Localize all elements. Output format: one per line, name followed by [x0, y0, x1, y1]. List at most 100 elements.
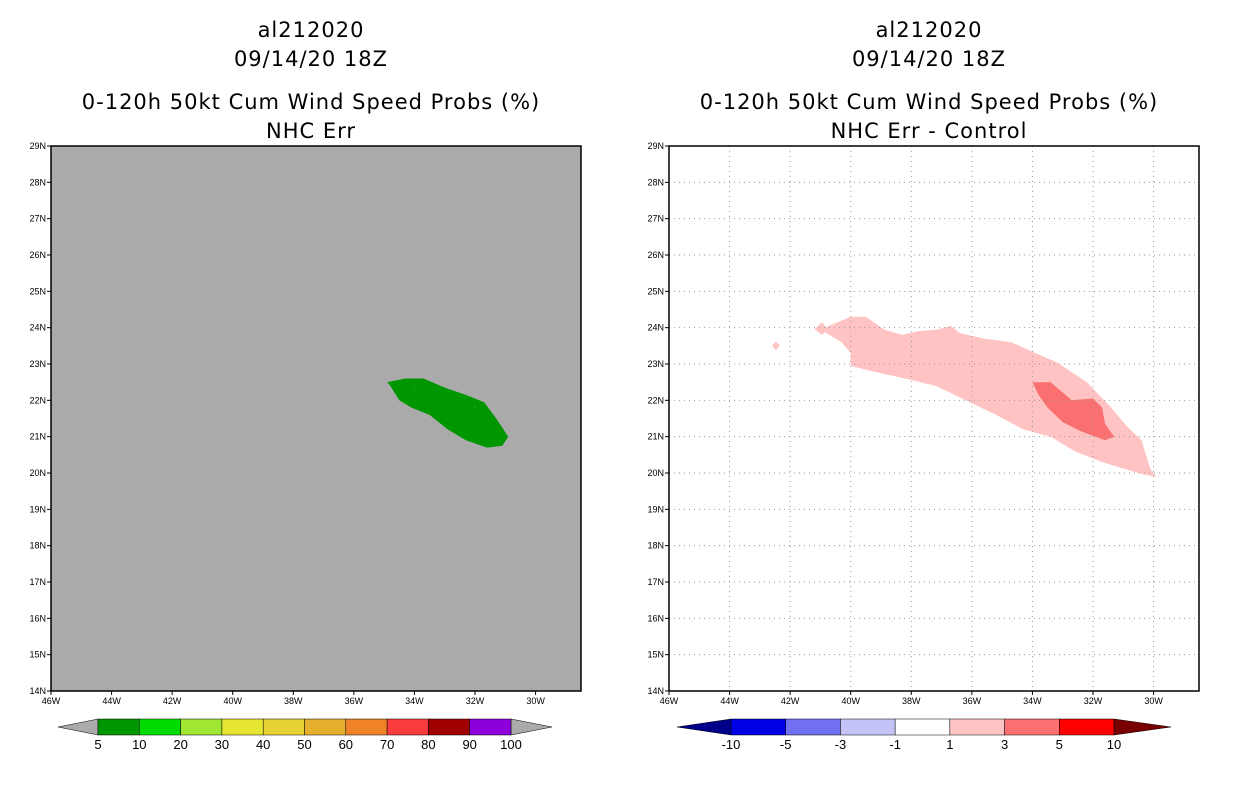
right-y-tick-label: 28N [647, 177, 664, 187]
right-colorbar-label: -3 [835, 737, 847, 752]
left-y-tick-label: 21N [29, 432, 46, 442]
right-y-tick-label: 16N [647, 613, 664, 623]
right-y-tick-label: 15N [647, 650, 664, 660]
left-colorbar-label: 20 [173, 737, 187, 752]
right-y-tick-label: 14N [647, 686, 664, 696]
right-y-tick-label: 20N [647, 468, 664, 478]
left-colorbar-swatch-9 [469, 718, 512, 736]
right-x-tick-label: 46W [660, 696, 679, 706]
right-plot-frame [668, 145, 1200, 692]
right-title-line-4: NHC Err - Control [830, 119, 1028, 143]
right-colorbar-label: 10 [1107, 737, 1121, 752]
left-y-tick-label: 16N [29, 613, 46, 623]
left-title-line-1: al212020 [257, 18, 365, 42]
right-colorbar-over-arrow [1113, 718, 1172, 736]
left-colorbar-label: 5 [94, 737, 101, 752]
right-x-tick-label: 36W [963, 696, 982, 706]
right-y-tick-label: 29N [647, 141, 664, 151]
left-plot-frame [50, 145, 582, 692]
right-y-tick-label: 27N [647, 214, 664, 224]
left-y-tick-label: 17N [29, 577, 46, 587]
right-x-tick-label: 34W [1023, 696, 1042, 706]
left-colorbar-label: 10 [132, 737, 146, 752]
right-y-tick-label: 25N [647, 286, 664, 296]
right-y-tick-label: 17N [647, 577, 664, 587]
left-y-tick-label: 25N [29, 286, 46, 296]
left-x-tick-label: 32W [466, 696, 485, 706]
left-title-line-4: NHC Err [265, 119, 356, 143]
left-x-tick-label: 30W [526, 696, 545, 706]
left-plot-background [51, 146, 581, 691]
left-x-tick-label: 46W [42, 696, 61, 706]
left-colorbar-label: 40 [256, 737, 270, 752]
right-title-line-3: 0-120h 50kt Cum Wind Speed Probs (%) [699, 90, 1159, 114]
left-x-tick-label: 36W [345, 696, 364, 706]
right-colorbar-swatch-3 [894, 718, 951, 736]
right-colorbar-label: 5 [1056, 737, 1063, 752]
left-x-tick-label: 34W [405, 696, 424, 706]
left-x-tick-label: 40W [223, 696, 242, 706]
right-colorbar-label: -5 [780, 737, 792, 752]
right-colorbar-label: -10 [722, 737, 741, 752]
right-colorbar-swatch-4 [949, 718, 1005, 736]
left-colorbar-label: 70 [380, 737, 394, 752]
right-colorbar-swatch-0 [730, 718, 786, 736]
left-y-tick-label: 18N [29, 541, 46, 551]
left-colorbar-under-arrow [57, 718, 99, 736]
left-colorbar-label: 60 [339, 737, 353, 752]
right-y-tick-label: 23N [647, 359, 664, 369]
left-y-tick-label: 24N [29, 323, 46, 333]
right-x-tick-label: 42W [781, 696, 800, 706]
right-contour-3 [1032, 382, 1115, 441]
right-y-tick-label: 22N [647, 395, 664, 405]
left-y-tick-label: 29N [29, 141, 46, 151]
right-contour-2 [772, 341, 780, 351]
right-colorbar-swatch-5 [1004, 718, 1060, 736]
left-colorbar-label: 80 [421, 737, 435, 752]
left-y-tick-label: 23N [29, 359, 46, 369]
right-colorbar-under-arrow [676, 718, 732, 736]
left-colorbar-swatch-3 [221, 718, 264, 736]
right-colorbar-swatch-1 [785, 718, 841, 736]
right-colorbar-label: -1 [889, 737, 901, 752]
left-y-tick-label: 28N [29, 177, 46, 187]
right-contour-1 [814, 322, 828, 335]
right-x-tick-label: 30W [1144, 696, 1163, 706]
left-colorbar-label: 90 [462, 737, 476, 752]
left-colorbar-swatch-1 [139, 718, 181, 736]
left-colorbar-swatch-7 [386, 718, 429, 736]
left-y-tick-label: 26N [29, 250, 46, 260]
right-colorbar-swatch-2 [840, 718, 896, 736]
left-x-tick-label: 38W [284, 696, 303, 706]
left-colorbar-swatch-2 [180, 718, 223, 736]
left-x-tick-label: 42W [163, 696, 182, 706]
right-y-tick-label: 21N [647, 432, 664, 442]
right-title-line-1: al212020 [875, 18, 983, 42]
left-colorbar-swatch-5 [304, 718, 347, 736]
right-x-tick-label: 38W [902, 696, 921, 706]
right-y-tick-label: 26N [647, 250, 664, 260]
left-y-tick-label: 14N [29, 686, 46, 696]
right-colorbar-swatch-6 [1059, 718, 1115, 736]
right-y-tick-label: 24N [647, 323, 664, 333]
left-title-line-2: 09/14/20 18Z [233, 47, 389, 71]
right-colorbar-label: 3 [1001, 737, 1008, 752]
right-contour-0 [820, 316, 1157, 477]
left-y-tick-label: 22N [29, 395, 46, 405]
right-y-tick-label: 19N [647, 504, 664, 514]
left-x-tick-label: 44W [102, 696, 121, 706]
right-x-tick-label: 44W [720, 696, 739, 706]
left-y-tick-label: 27N [29, 214, 46, 224]
left-colorbar-label: 100 [500, 737, 522, 752]
left-colorbar-swatch-0 [97, 718, 140, 736]
left-colorbar-label: 30 [215, 737, 229, 752]
left-y-tick-label: 15N [29, 650, 46, 660]
left-y-tick-label: 19N [29, 504, 46, 514]
right-colorbar-label: 1 [946, 737, 953, 752]
left-title-line-3: 0-120h 50kt Cum Wind Speed Probs (%) [81, 90, 541, 114]
right-x-tick-label: 40W [841, 696, 860, 706]
left-colorbar-swatch-6 [345, 718, 388, 736]
left-y-tick-label: 20N [29, 468, 46, 478]
left-colorbar-over-arrow [510, 718, 553, 736]
